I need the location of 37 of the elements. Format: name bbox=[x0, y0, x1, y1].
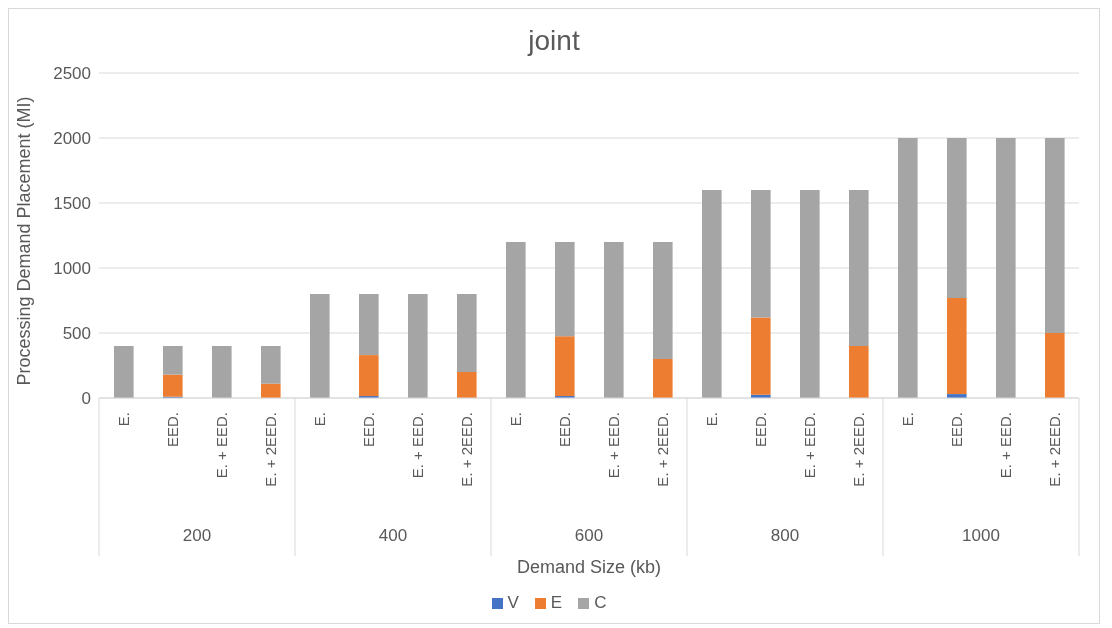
y-tick-label: 0 bbox=[81, 389, 91, 409]
x-tick-label: E. + EED. bbox=[996, 412, 1014, 479]
x-tick-label: E. + EED. bbox=[604, 412, 622, 479]
x-tick-label: EED. bbox=[947, 412, 965, 448]
x-tick-label: EED. bbox=[751, 412, 769, 448]
legend-label: C bbox=[593, 593, 607, 613]
x-tick-label: E. + EED. bbox=[408, 412, 426, 479]
x-tick-label: E. + 2EED. bbox=[653, 412, 671, 487]
x-tick-label: EED. bbox=[163, 412, 181, 448]
y-tick-label: 1500 bbox=[53, 194, 91, 214]
text: 200 bbox=[182, 526, 212, 545]
legend-label: V bbox=[506, 593, 519, 613]
x-tick-label: E. bbox=[114, 412, 132, 427]
text: 800 bbox=[770, 526, 800, 545]
y-tick-label: 500 bbox=[62, 324, 91, 344]
text: 400 bbox=[378, 526, 408, 545]
y-tick-label: 1000 bbox=[53, 259, 91, 279]
text: 1000 bbox=[962, 526, 1000, 545]
y-tick-label: 2000 bbox=[53, 129, 91, 149]
x-tick-label: E. + EED. bbox=[212, 412, 230, 479]
x-tick-label: E. + 2EED. bbox=[261, 412, 279, 487]
y-tick-label: 2500 bbox=[53, 64, 91, 84]
x-tick-label: EED. bbox=[359, 412, 377, 448]
x-tick-label: EED. bbox=[555, 412, 573, 448]
x-tick-label: E. + 2EED. bbox=[457, 412, 475, 487]
x-tick-label: E. bbox=[702, 412, 720, 427]
x-tick-label: E. + EED. bbox=[800, 412, 818, 479]
x-tick-label: E. bbox=[506, 412, 524, 427]
chart-title: joint bbox=[526, 24, 581, 58]
x-tick-label: E. bbox=[310, 412, 328, 427]
y-axis-title: Processing Demand Placement (MI) bbox=[14, 96, 35, 386]
legend-label: E bbox=[549, 593, 563, 613]
x-tick-label: E. bbox=[898, 412, 916, 427]
x-axis-title: Demand Size (kb) bbox=[516, 557, 662, 577]
text: 600 bbox=[574, 526, 604, 545]
x-tick-label: E. + 2EED. bbox=[1045, 412, 1063, 487]
x-tick-label: E. + 2EED. bbox=[849, 412, 867, 487]
